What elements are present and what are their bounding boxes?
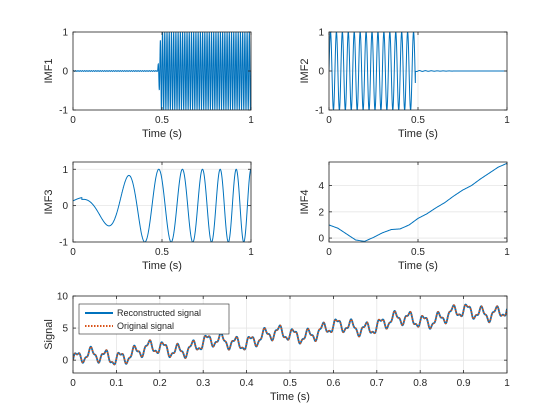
x-tick-label: 0.4 [240, 378, 254, 389]
x-tick-label: 1 [248, 115, 254, 126]
legend-label-original: Original signal [117, 321, 174, 331]
y-tick-label: 1 [318, 28, 324, 39]
y-axis-label: IMF2 [299, 58, 311, 83]
x-tick-label: 0.7 [370, 378, 384, 389]
x-axis-label: Time (s) [398, 128, 438, 140]
x-tick-label: 1 [504, 378, 510, 389]
x-tick-label: 0.9 [457, 378, 471, 389]
y-tick-label: -1 [59, 106, 68, 117]
x-tick-label: 0 [70, 247, 76, 258]
x-tick-label: 0.5 [411, 115, 425, 126]
x-tick-label: 0.5 [283, 378, 297, 389]
axes-imf4: 0 0.5 1 0 2 4 Time (s) IMF4 [299, 161, 510, 272]
y-tick-label: 0 [62, 356, 68, 367]
x-tick-label: 0.3 [196, 378, 210, 389]
y-tick-label: 1 [62, 28, 68, 39]
y-tick-label: 1 [62, 165, 68, 176]
x-axis-label: Time (s) [142, 260, 182, 272]
y-tick-label: 0 [318, 234, 324, 245]
x-axis-label: Time (s) [142, 128, 182, 140]
x-tick-label: 0 [70, 378, 76, 389]
series-line-imf4 [329, 162, 507, 242]
series-line-original [73, 303, 507, 366]
x-tick-label: 1 [248, 247, 254, 258]
series-line-imf2 [329, 32, 507, 110]
x-tick-label: 0.2 [153, 378, 167, 389]
y-tick-label: 0 [62, 67, 68, 78]
y-axis-label: IMF4 [299, 189, 311, 214]
x-tick-label: 0.5 [411, 247, 425, 258]
x-tick-label: 0.1 [109, 378, 123, 389]
legend: Reconstructed signal Original signal [78, 303, 230, 335]
y-tick-label: 0 [62, 201, 68, 212]
y-tick-label: 5 [62, 324, 68, 335]
series-line-imf1 [73, 32, 251, 110]
x-tick-label: 1 [504, 115, 510, 126]
legend-label-reconstructed: Reconstructed signal [117, 308, 201, 318]
y-tick-label: -1 [315, 106, 324, 117]
x-tick-label: 1 [504, 247, 510, 258]
x-tick-label: 0 [70, 115, 76, 126]
y-tick-label: 10 [57, 292, 69, 303]
legend-box [78, 303, 230, 335]
x-tick-label: 0.5 [155, 115, 169, 126]
y-axis-label: IMF1 [43, 58, 55, 83]
y-axis-label: IMF3 [43, 189, 55, 214]
x-tick-label: 0.6 [326, 378, 340, 389]
x-tick-label: 0.8 [413, 378, 427, 389]
x-axis-label: Time (s) [398, 260, 438, 272]
y-tick-label: 2 [318, 207, 324, 218]
x-tick-label: 0.5 [155, 247, 169, 258]
y-tick-label: 0 [318, 67, 324, 78]
x-tick-label: 0 [326, 115, 332, 126]
y-tick-label: 4 [318, 181, 324, 192]
x-axis-label: Time (s) [270, 391, 310, 403]
x-tick-label: 0 [326, 247, 332, 258]
y-axis-label: Signal [43, 319, 55, 350]
y-tick-label: -1 [59, 238, 68, 249]
series-line-imf3 [73, 168, 251, 242]
